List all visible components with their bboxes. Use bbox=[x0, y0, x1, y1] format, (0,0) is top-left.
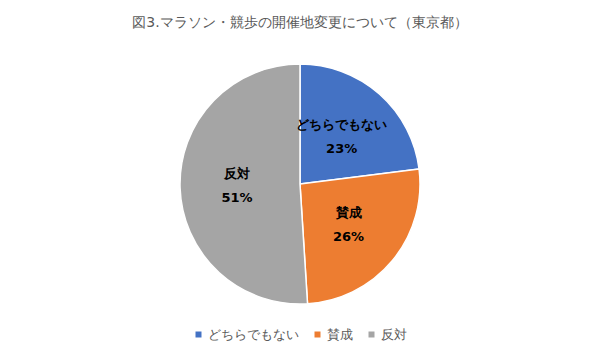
svg-text:26%: 26% bbox=[333, 229, 364, 244]
svg-text:51%: 51% bbox=[221, 190, 252, 205]
svg-text:反対: 反対 bbox=[381, 327, 407, 342]
svg-text:賛成: 賛成 bbox=[327, 327, 353, 342]
svg-text:どちらでもない: どちらでもない bbox=[296, 117, 387, 132]
svg-text:反対: 反対 bbox=[223, 166, 250, 181]
svg-text:図3.マラソン・競歩の開催地変更について（東京都）: 図3.マラソン・競歩の開催地変更について（東京都） bbox=[132, 14, 467, 30]
svg-text:賛成: 賛成 bbox=[335, 205, 362, 220]
svg-text:23%: 23% bbox=[326, 141, 357, 156]
svg-text:どちらでもない: どちらでもない bbox=[208, 327, 299, 342]
